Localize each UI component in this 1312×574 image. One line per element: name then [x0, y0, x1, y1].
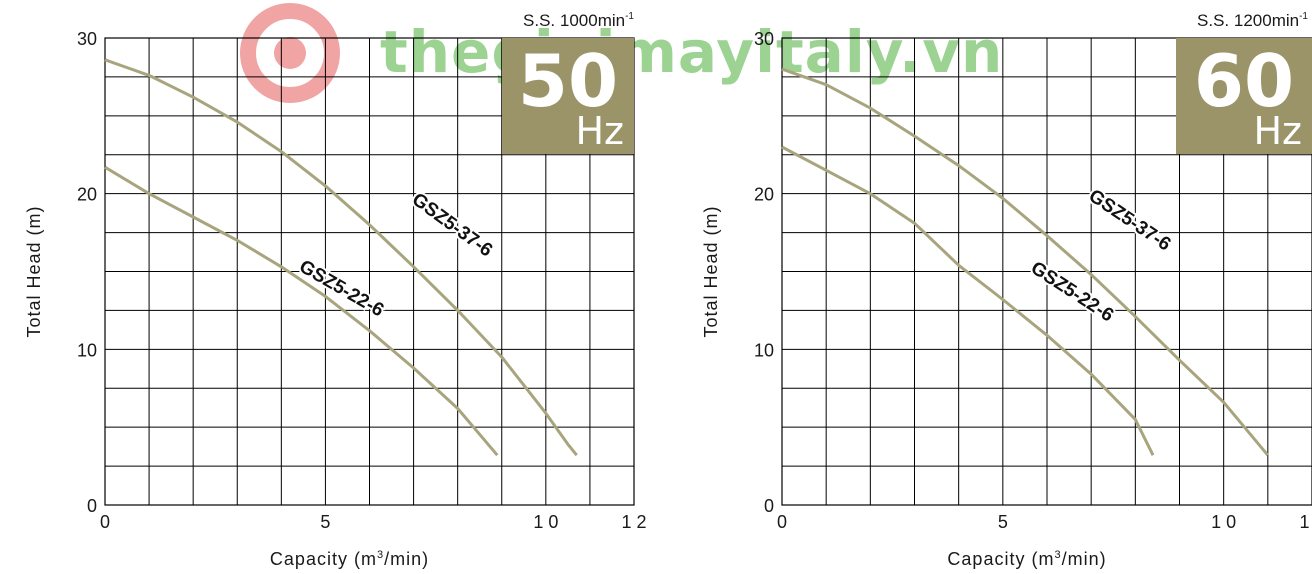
speed-label: S.S. 1200min-1: [1197, 11, 1308, 30]
y-tick-label: 20: [754, 185, 774, 205]
series-label: GSZ5-22-6: [295, 256, 387, 321]
x-axis-label: Capacity (m3/min): [947, 549, 1106, 569]
y-tick-label: 0: [87, 496, 97, 516]
hz-badge-unit: Hz: [575, 109, 624, 153]
x-tick-label: 0: [100, 512, 110, 532]
y-tick-label: 0: [764, 496, 774, 516]
x-tick-label: 5: [320, 512, 330, 532]
hz-badge-unit: Hz: [1253, 109, 1302, 153]
x-tick-label: 1 0: [533, 512, 558, 532]
x-axis-label: Capacity (m3/min): [270, 549, 429, 569]
series-label: GSZ5-22-6: [1027, 258, 1117, 327]
y-tick-label: 30: [77, 29, 97, 49]
x-tick-label: 1 0: [1211, 512, 1236, 532]
y-tick-label: 10: [754, 340, 774, 360]
y-tick-label: 20: [77, 185, 97, 205]
y-axis-label: Total Head (m): [701, 205, 721, 337]
x-tick-label: 0: [777, 512, 787, 532]
y-tick-label: 30: [754, 29, 774, 49]
x-tick-label: 5: [998, 512, 1008, 532]
x-tick-label: 1 2: [621, 512, 646, 532]
x-tick-label: 1 2: [1299, 512, 1312, 532]
y-axis-label: Total Head (m): [24, 205, 44, 337]
series-label: GSZ5-37-6: [408, 189, 496, 261]
speed-label: S.S. 1000min-1: [523, 11, 634, 30]
y-tick-label: 10: [77, 340, 97, 360]
series-label: GSZ5-37-6: [1085, 185, 1175, 255]
